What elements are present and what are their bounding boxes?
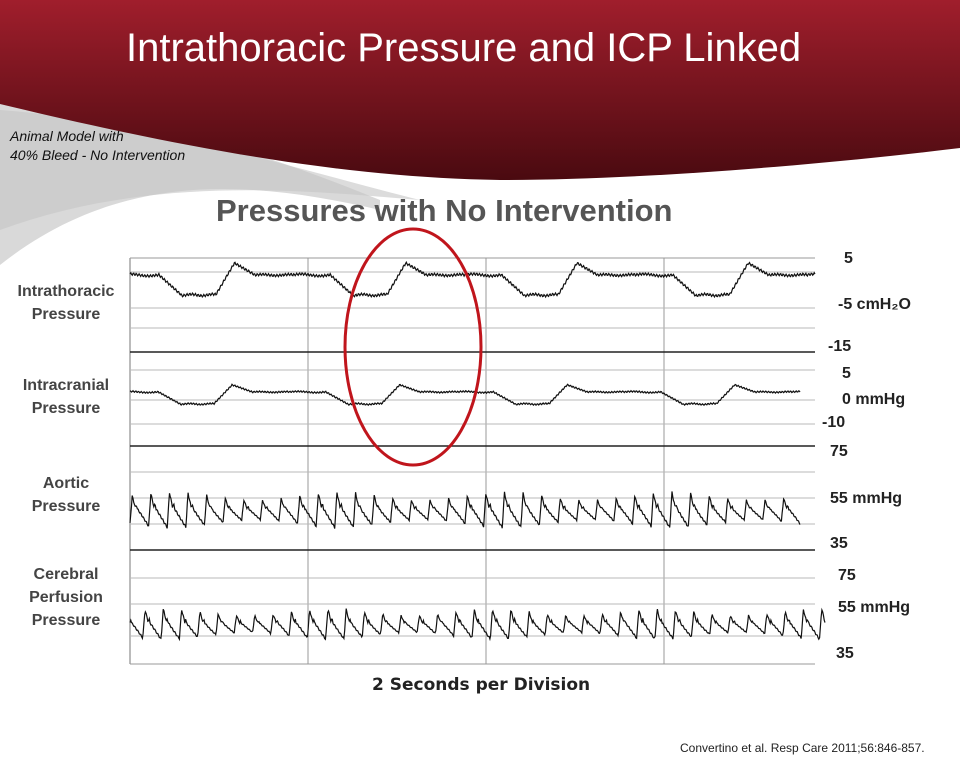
tick-itp-top: 5 [844, 250, 853, 267]
label-aortic: Aortic Pressure [4, 472, 128, 518]
grey-swoosh-light [0, 110, 420, 230]
label-intracranial-line1: Intracranial [22, 377, 110, 394]
x-axis-label: 2 Seconds per Division [372, 675, 591, 695]
tick-itp-mid: -5 cmH₂O [838, 296, 911, 313]
slide-title: Intrathoracic Pressure and ICP Linked [126, 26, 802, 70]
trace-intrathoracic-pressure [129, 260, 816, 299]
label-intrathoracic-line2: Pressure [31, 306, 101, 323]
tick-aortic-bottom: 35 [830, 535, 848, 552]
tick-cpp-bottom: 35 [836, 645, 854, 662]
trace-aortic-pressure [129, 491, 801, 529]
label-intracranial: Intracranial Pressure [4, 374, 128, 420]
model-note: Animal Model with 40% Bleed - No Interve… [10, 127, 185, 165]
label-cpp-line2: Perfusion [29, 589, 103, 606]
label-intrathoracic-line1: Intrathoracic [17, 283, 115, 300]
tick-icp-mid: 0 mmHg [842, 391, 906, 408]
trace-intracranial-pressure [129, 383, 801, 407]
label-intrathoracic: Intrathoracic Pressure [4, 280, 128, 326]
highlight-ellipse [343, 227, 483, 467]
label-aortic-line2: Pressure [31, 498, 101, 515]
tick-icp-top: 5 [842, 365, 851, 382]
label-cpp-line1: Cerebral [33, 566, 99, 583]
tick-aortic-top: 75 [830, 443, 848, 460]
tick-icp-bottom: -10 [822, 414, 846, 431]
model-note-line1: Animal Model with [10, 128, 124, 144]
trace-cerebral-perfusion-pressure [129, 607, 826, 642]
label-cpp-line3: Pressure [31, 612, 101, 629]
label-cpp: Cerebral Perfusion Pressure [4, 563, 128, 632]
tick-itp-bottom: -15 [828, 338, 852, 355]
label-intracranial-line2: Pressure [31, 400, 101, 417]
citation: Convertino et al. Resp Care 2011;56:846-… [680, 741, 925, 755]
tick-cpp-mid: 55 mmHg [838, 599, 911, 616]
model-note-line2: 40% Bleed - No Intervention [10, 147, 186, 163]
tick-aortic-mid: 55 mmHg [830, 490, 903, 507]
label-aortic-line1: Aortic [42, 475, 90, 492]
chart-title: Pressures with No Intervention [216, 193, 673, 228]
header-band [0, 0, 960, 180]
tick-cpp-top: 75 [838, 567, 856, 584]
